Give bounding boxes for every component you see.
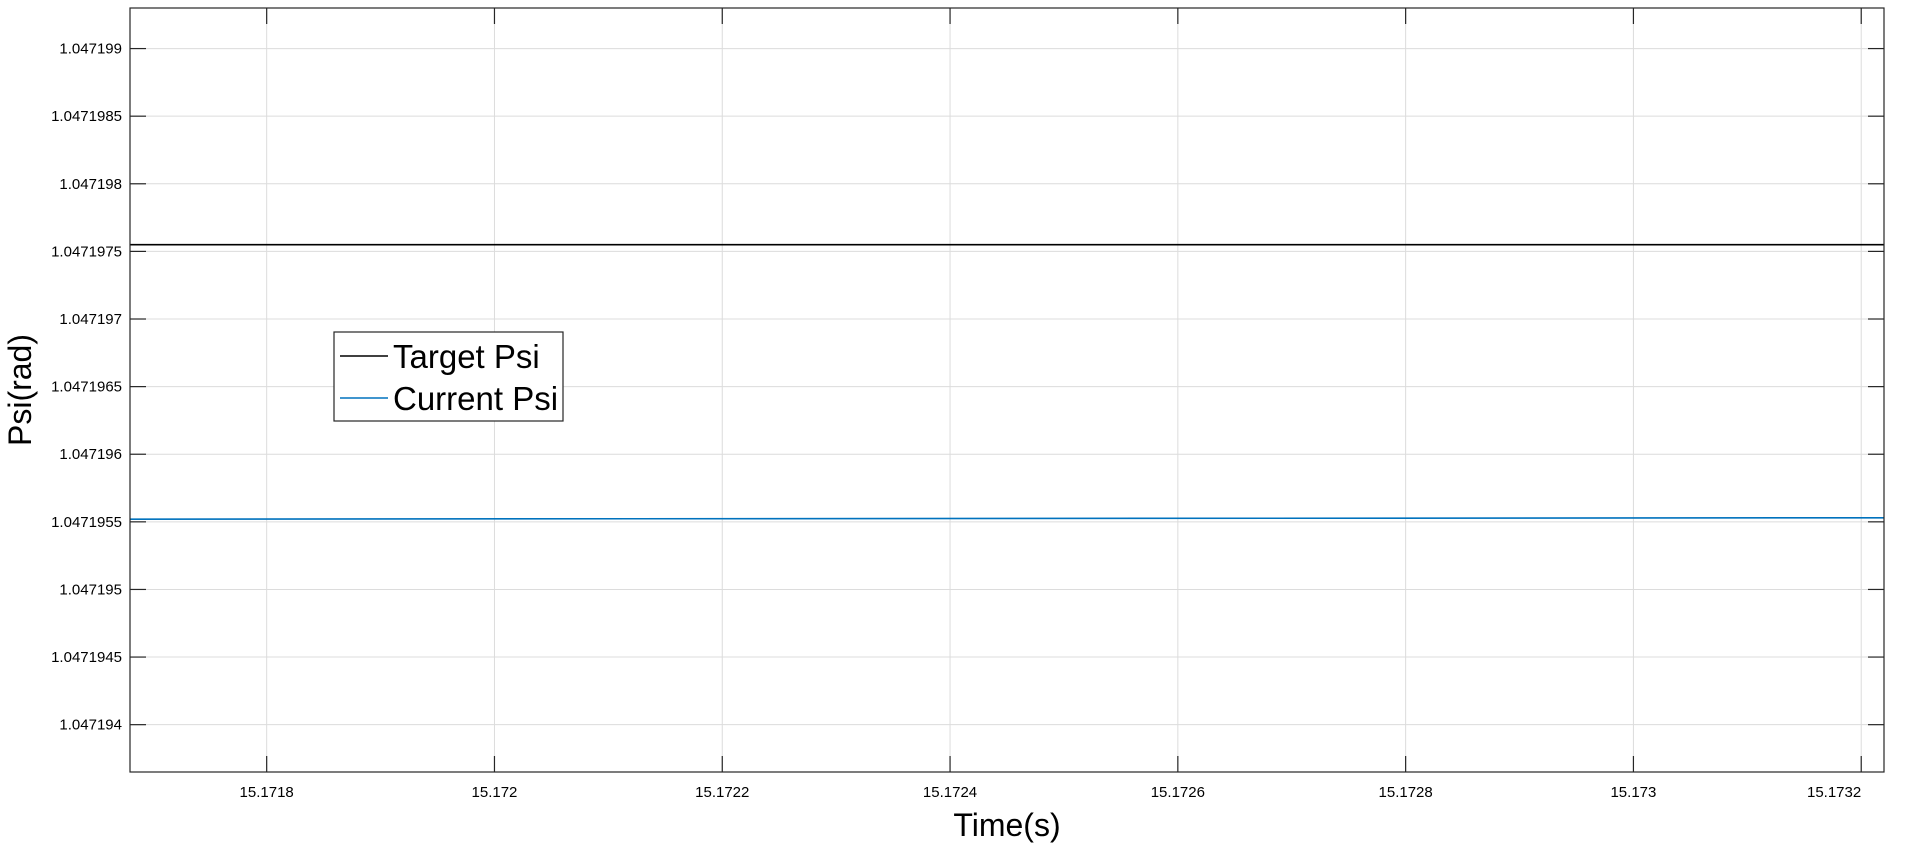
x-tick-labels: 15.1718 15.172 15.1722 15.1724 15.1726 15.172… — [240, 784, 1862, 801]
series-lines — [129, 243, 1885, 520]
y-tick-label: 1.0471965 — [51, 379, 122, 396]
y-tick-label: 1.047199 — [59, 41, 122, 58]
axis-ticks — [130, 8, 1884, 772]
y-tick-label: 1.047194 — [59, 717, 122, 734]
x-tick-label: 15.1728 — [1379, 784, 1433, 801]
y-tick-label: 1.0471975 — [51, 243, 122, 260]
x-tick-label: 15.1724 — [923, 784, 977, 801]
y-tick-label: 1.047195 — [59, 581, 122, 598]
y-tick-labels: 1.047194 1.0471945 1.047195 1.0471955 1.0471… — [51, 41, 122, 734]
y-tick-label: 1.047198 — [59, 176, 122, 193]
y-tick-label: 1.0471985 — [51, 108, 122, 125]
y-axis-label: Psi(rad) — [2, 334, 38, 446]
x-tick-label: 15.1726 — [1151, 784, 1205, 801]
x-tick-label: 15.1732 — [1807, 784, 1861, 801]
x-tick-label: 15.1722 — [695, 784, 749, 801]
legend-label-current-psi: Current Psi — [393, 380, 558, 417]
x-axis-label: Time(s) — [953, 807, 1060, 843]
x-tick-label: 15.173 — [1610, 784, 1656, 801]
legend-box — [333, 331, 564, 422]
y-tick-label: 1.047197 — [59, 311, 122, 328]
plot-frame — [129, 7, 1885, 773]
y-tick-label: 1.047196 — [59, 446, 122, 463]
legend: Target Psi Current Psi — [333, 331, 564, 422]
y-tick-label: 1.0471945 — [51, 649, 122, 666]
legend-label-target-psi: Target Psi — [393, 338, 540, 375]
series-line-1 — [129, 516, 1885, 520]
y-tick-label: 1.0471955 — [51, 514, 122, 531]
x-tick-label: 15.1718 — [240, 784, 294, 801]
x-tick-label: 15.172 — [472, 784, 518, 801]
